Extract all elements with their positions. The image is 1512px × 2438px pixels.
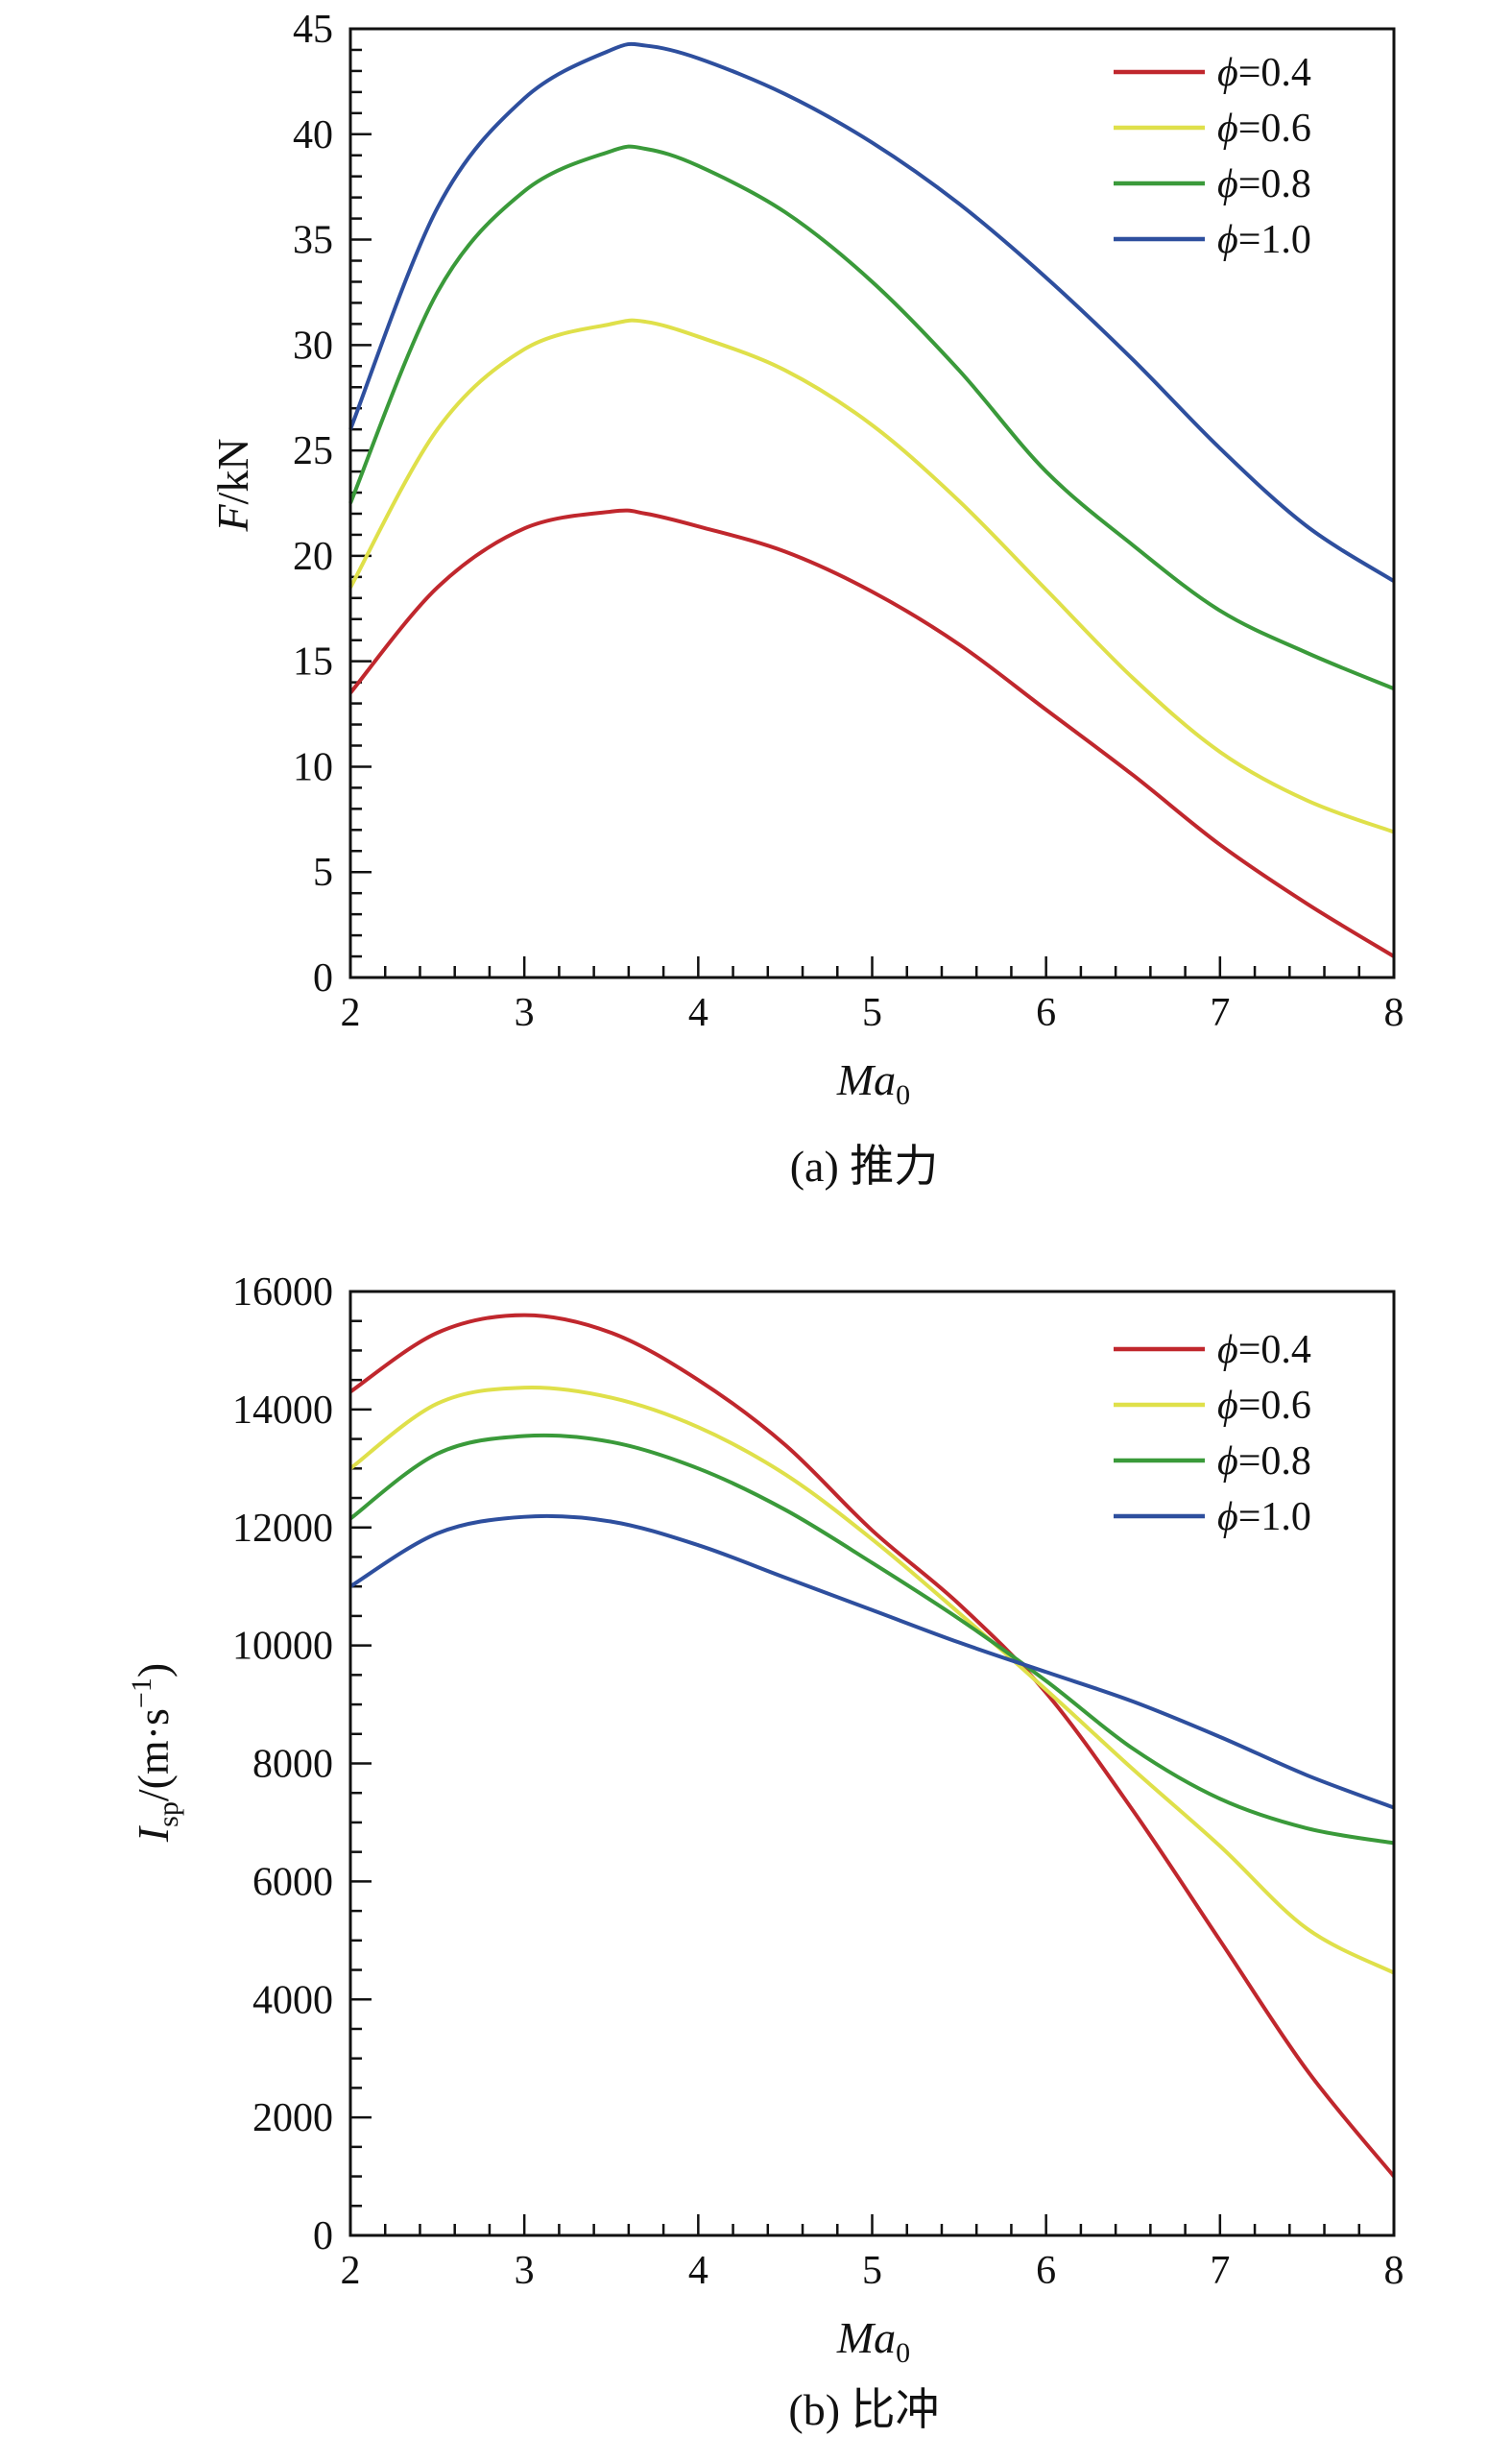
chart-b-frame	[348, 1290, 1396, 2237]
x-tick-label: 6	[1036, 991, 1056, 1035]
x-tick-label: 7	[1210, 991, 1230, 1035]
legend-label: ϕ=1.0	[1217, 1495, 1311, 1539]
chart-specific-impulse: 2 3 4 5 6 7 8 0 2000 4000 6000 8000 10000 12000 14000 1…	[126, 1270, 1404, 2434]
y-tick-label: 0	[313, 956, 333, 1001]
y-tick-label: 5	[313, 851, 333, 895]
x-tick-label: 2	[341, 2249, 361, 2293]
y-tick-label: 14000	[232, 1388, 333, 1433]
y-tick-label: 8000	[252, 1743, 333, 1787]
series-line-0.6	[348, 318, 1395, 834]
legend-label: ϕ=0.6	[1217, 107, 1311, 151]
y-tick-label: 10000	[232, 1625, 333, 1669]
series-line-0.4	[348, 1313, 1396, 2178]
x-tick-label: 4	[688, 2249, 708, 2293]
x-tick-label: 3	[515, 991, 535, 1035]
series-line-0.4	[348, 508, 1396, 958]
legend-label: ϕ=1.0	[1217, 218, 1311, 262]
chart-a-legend: ϕ=0.4 ϕ=0.6 ϕ=0.8 ϕ=1.0	[1114, 51, 1311, 262]
chart-a-series	[348, 41, 1396, 958]
y-tick-label: 6000	[252, 1860, 333, 1904]
y-tick-label: 30	[293, 324, 333, 368]
y-tick-label: 45	[293, 8, 333, 52]
x-tick-label: 5	[862, 991, 882, 1035]
x-tick-label: 4	[688, 991, 708, 1035]
legend-label: ϕ=0.4	[1217, 1328, 1311, 1372]
y-tick-label: 10	[293, 745, 333, 789]
y-tick-label: 40	[293, 113, 333, 157]
series-line-0.8	[348, 144, 1395, 691]
y-tick-label: 2000	[252, 2096, 333, 2140]
x-tick-label: 6	[1036, 2249, 1056, 2293]
legend-label: ϕ=0.8	[1217, 1439, 1311, 1484]
y-tick-label: 0	[313, 2214, 333, 2258]
series-line-0.8	[348, 1433, 1395, 1846]
chart-b-legend: ϕ=0.4 ϕ=0.6 ϕ=0.8 ϕ=1.0	[1114, 1328, 1311, 1539]
y-tick-label: 25	[293, 429, 333, 473]
series-line-1.0	[348, 41, 1396, 583]
series-line-0.6	[348, 1385, 1395, 1975]
x-tick-label: 5	[862, 2249, 882, 2293]
x-tick-label: 7	[1210, 2249, 1230, 2293]
legend-label: ϕ=0.6	[1217, 1384, 1311, 1428]
legend-label: ϕ=0.8	[1217, 162, 1311, 206]
x-tick-label: 2	[341, 991, 361, 1035]
chart-a-caption: (a) 推力	[790, 1142, 939, 1191]
chart-b-series	[348, 1313, 1396, 2178]
chart-b-x-axis-label: Ma0	[836, 2313, 910, 2369]
chart-b-caption: (b) 比冲	[788, 2385, 939, 2434]
x-tick-label: 8	[1384, 991, 1404, 1035]
y-tick-label: 12000	[232, 1507, 333, 1551]
chart-b-ticks: 2 3 4 5 6 7 8 0 2000 4000 6000 8000 10000 12000 14000 1…	[232, 1270, 1404, 2293]
y-tick-label: 4000	[252, 1978, 333, 2022]
legend-label: ϕ=0.4	[1217, 51, 1311, 95]
series-line-1.0	[348, 1513, 1395, 1810]
y-tick-label: 16000	[232, 1270, 333, 1315]
x-tick-label: 3	[515, 2249, 535, 2293]
chart-b-y-axis-label: Isp/(m·s−1)	[126, 1663, 184, 1843]
chart-a-x-axis-label: Ma0	[836, 1055, 910, 1111]
x-tick-label: 8	[1384, 2249, 1404, 2293]
y-tick-label: 35	[293, 219, 333, 263]
y-tick-label: 20	[293, 535, 333, 579]
chart-a-frame	[348, 27, 1396, 979]
y-tick-label: 15	[293, 640, 333, 685]
chart-a-y-axis-label: F/kN	[208, 438, 257, 532]
